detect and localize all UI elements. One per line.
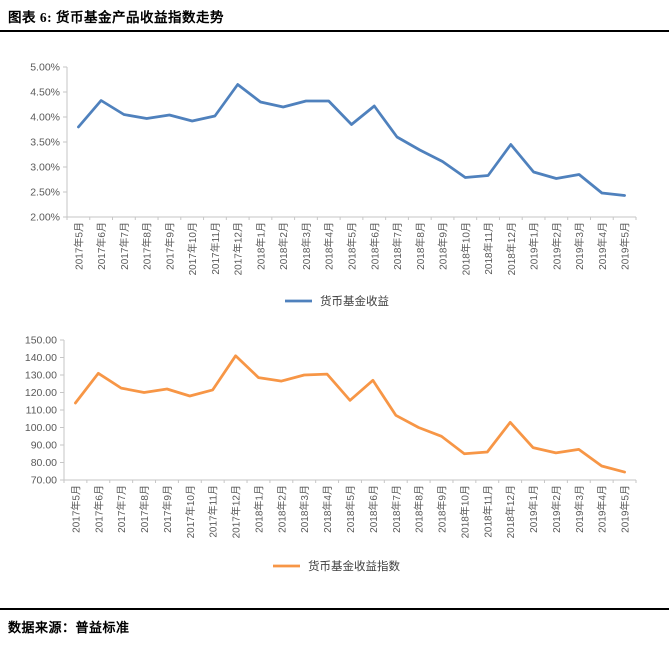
y-tick-label: 4.50%: [30, 87, 60, 99]
x-axis-label: 2017年10月: [184, 485, 197, 538]
x-axis-label: 2019年2月: [550, 485, 563, 533]
x-axis-label: 2017年5月: [72, 222, 85, 270]
y-tick-label: 150.00: [25, 335, 57, 347]
x-axis-label: 2019年3月: [573, 485, 586, 533]
y-tick-label: 130.00: [25, 370, 57, 382]
legend-label: 货币基金收益指数: [308, 559, 400, 573]
x-axis-label: 2017年8月: [141, 222, 154, 270]
x-axis-label: 2018年3月: [300, 222, 313, 270]
y-tick-label: 70.00: [31, 475, 57, 487]
x-axis-label: 2017年11月: [209, 222, 222, 275]
x-axis-label: 2018年9月: [436, 485, 449, 533]
x-axis-label: 2019年2月: [550, 222, 563, 270]
x-axis-label: 2017年10月: [186, 222, 199, 275]
x-axis-label: 2018年4月: [321, 485, 334, 533]
x-axis-label: 2018年8月: [414, 222, 427, 270]
x-axis-label: 2018年6月: [367, 485, 380, 533]
money-fund-yield-line-chart: 5.00% 4.50% 4.00% 3.50% 3.00% 2.50% 2.00% 2017年…: [30, 62, 637, 308]
x-axis-label: 2017年7月: [118, 222, 131, 270]
x-axis-label: 2017年12月: [230, 485, 243, 538]
x-axis-label: 2018年11月: [481, 485, 494, 538]
x-axis-label: 2018年4月: [323, 222, 336, 270]
x-axis-label: 2018年3月: [298, 485, 311, 533]
figure-title: 图表 6: 货币基金产品收益指数走势: [8, 10, 224, 25]
footer-divider: [0, 608, 669, 610]
y-tick-label: 110.00: [26, 405, 57, 417]
x-axis-label: 2017年7月: [115, 485, 128, 533]
x-axis-label: 2019年4月: [596, 485, 609, 533]
x-axis-label: 2018年9月: [437, 222, 450, 270]
y-tick-label: 2.50%: [30, 187, 60, 199]
money-fund-yield-index-line-chart: 150.00 140.00 130.00 120.00 110.00 100.00 90.0…: [25, 335, 637, 573]
y-tick-label: 3.50%: [30, 137, 60, 149]
x-axis-label: 2018年2月: [277, 222, 290, 270]
x-axis-label: 2018年7月: [391, 222, 404, 270]
legend-label: 货币基金收益: [320, 294, 389, 308]
y-tick-label: 80.00: [31, 457, 57, 469]
x-axis-label: 2018年5月: [346, 222, 359, 270]
data-source-label: 数据来源：普益标准: [8, 620, 130, 635]
x-axis-label: 2017年12月: [232, 222, 245, 275]
x-axis-label: 2017年6月: [92, 485, 105, 533]
x-axis-label: 2018年12月: [505, 222, 518, 275]
y-tick-label: 3.00%: [30, 162, 60, 174]
x-axis-label: 2018年2月: [275, 485, 288, 533]
x-axis-label: 2019年1月: [528, 222, 541, 270]
x-axis-label: 2017年5月: [69, 485, 82, 533]
x-axis-label: 2018年8月: [413, 485, 426, 533]
x-axis-label: 2018年1月: [252, 485, 265, 533]
x-axis-label: 2018年5月: [344, 485, 357, 533]
y-tick-label: 90.00: [31, 440, 57, 452]
y-tick-label: 100.00: [25, 422, 57, 434]
title-divider: [0, 30, 669, 32]
x-axis-label: 2019年1月: [527, 485, 540, 533]
x-axis-label: 2017年9月: [161, 485, 174, 533]
x-axis-label: 2017年8月: [138, 485, 151, 533]
x-axis-label: 2018年10月: [459, 222, 472, 275]
y-tick-label: 2.00%: [30, 212, 60, 224]
y-tick-label: 120.00: [25, 387, 57, 399]
x-axis-label: 2018年1月: [254, 222, 267, 270]
x-axis-label: 2017年6月: [95, 222, 108, 270]
y-tick-label: 4.00%: [30, 112, 60, 124]
x-axis-label: 2018年7月: [390, 485, 403, 533]
series-line: [74, 354, 626, 474]
x-axis-label: 2018年11月: [482, 222, 495, 275]
x-axis-label: 2019年4月: [596, 222, 609, 270]
x-axis-label: 2017年11月: [207, 485, 220, 538]
x-axis-label: 2019年5月: [619, 485, 632, 533]
x-axis-label: 2019年5月: [619, 222, 632, 270]
y-tick-label: 140.00: [25, 352, 57, 364]
y-tick-label: 5.00%: [30, 62, 60, 74]
x-axis-label: 2019年3月: [573, 222, 586, 270]
x-axis-label: 2018年10月: [458, 485, 471, 538]
x-axis-label: 2018年12月: [504, 485, 517, 538]
x-axis-label: 2018年6月: [368, 222, 381, 270]
x-axis-label: 2017年9月: [163, 222, 176, 270]
series-line: [77, 83, 626, 197]
